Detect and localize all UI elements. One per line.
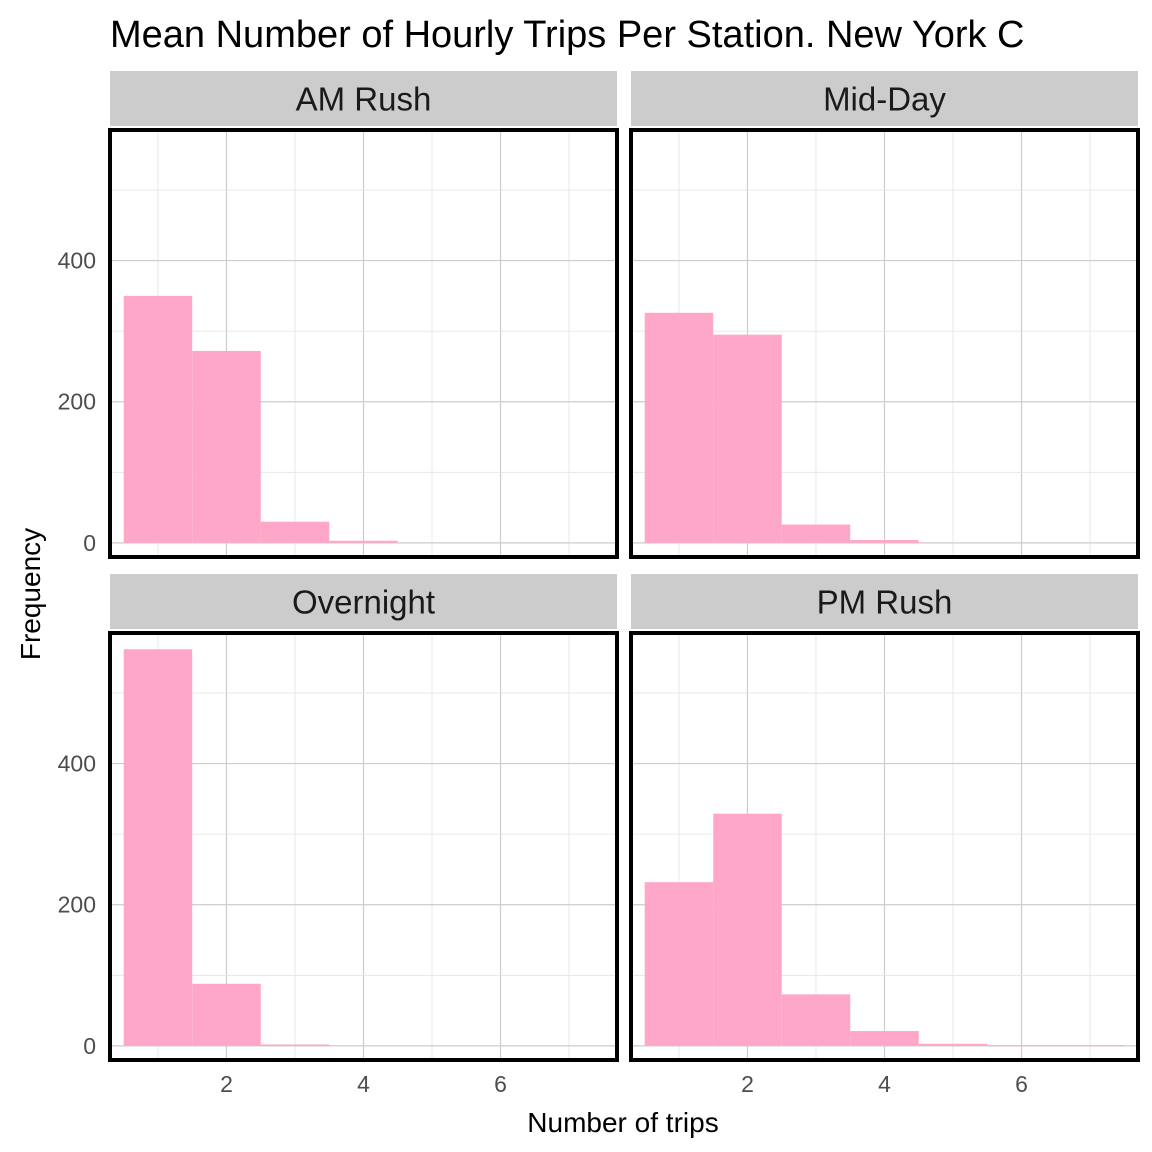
histogram-bar — [192, 983, 261, 1046]
histogram-bar — [918, 1043, 988, 1046]
panel-am-rush: AM Rush 0 200 400 — [58, 71, 619, 559]
panel-pm-rush: PM Rush 2 4 6 — [629, 574, 1140, 1097]
histogram-bar — [260, 1044, 330, 1046]
facet-strip-label: AM Rush — [296, 81, 432, 118]
panel-border — [629, 128, 1140, 559]
x-axis-title: Number of trips — [527, 1107, 718, 1138]
facet-strip — [631, 574, 1138, 629]
histogram-bar — [1055, 1045, 1125, 1047]
facet-strip — [631, 71, 1138, 126]
x-tick-label: 2 — [741, 1071, 754, 1097]
panel-mid-day: Mid-Day — [629, 71, 1140, 559]
histogram-bar — [123, 649, 193, 1046]
facet-strip-label: Overnight — [292, 584, 435, 621]
panel-border — [629, 631, 1140, 1062]
facet-strip-label: Mid-Day — [823, 81, 946, 118]
facet-panels: AM Rush 0 200 400 Mid-Day Overnight 0 200 400 2 4 6… — [58, 71, 1140, 1097]
histogram-bar — [781, 994, 851, 1046]
x-tick-label: 4 — [878, 1071, 891, 1097]
y-tick-label: 0 — [83, 530, 96, 556]
histogram-bar — [123, 295, 193, 543]
x-tick-label: 4 — [357, 1071, 370, 1097]
panel-overnight: Overnight 0 200 400 2 4 6 — [58, 574, 619, 1097]
histogram-bar — [850, 1031, 919, 1046]
facet-strip-label: PM Rush — [817, 584, 953, 621]
x-tick-label: 2 — [220, 1071, 233, 1097]
histogram-bar — [329, 540, 398, 543]
chart-title: Mean Number of Hourly Trips Per Station.… — [110, 14, 1025, 56]
y-axis-title: Frequency — [15, 528, 46, 660]
x-tick-label: 6 — [494, 1071, 507, 1097]
y-tick-label: 400 — [58, 248, 96, 274]
histogram-bar — [644, 312, 714, 543]
histogram-bar — [987, 1045, 1056, 1047]
histogram-bar — [713, 334, 782, 543]
facet-strip — [110, 574, 617, 629]
y-tick-label: 200 — [58, 389, 96, 415]
y-tick-label: 400 — [58, 751, 96, 777]
histogram-bar — [192, 350, 261, 543]
x-tick-label: 6 — [1015, 1071, 1028, 1097]
histogram-bar — [260, 521, 330, 543]
histogram-bar — [713, 813, 782, 1046]
y-tick-label: 200 — [58, 892, 96, 918]
y-tick-label: 0 — [83, 1033, 96, 1059]
panel-border — [108, 631, 619, 1062]
histogram-bar — [644, 882, 714, 1046]
facet-strip — [110, 71, 617, 126]
histogram-bar — [850, 540, 919, 543]
panel-border — [108, 128, 619, 559]
histogram-bar — [781, 524, 851, 543]
